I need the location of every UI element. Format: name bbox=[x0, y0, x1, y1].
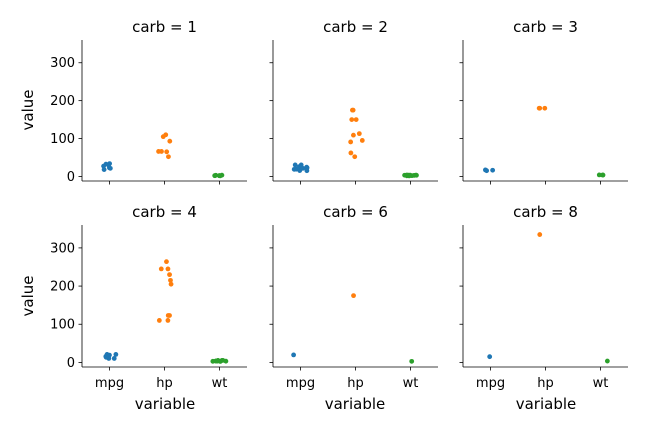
y-tick-label: 100 bbox=[50, 132, 75, 147]
wt-point bbox=[223, 358, 229, 364]
x-tick-label: wt bbox=[593, 376, 609, 391]
hp-point bbox=[351, 132, 356, 138]
x-axis-label-col-3: variable bbox=[516, 395, 577, 413]
y-tick-label: 300 bbox=[50, 56, 75, 71]
wt-point bbox=[409, 358, 415, 364]
y-tick-label: 0 bbox=[67, 170, 75, 185]
y-tick-label: 100 bbox=[50, 318, 75, 333]
hp-point bbox=[166, 154, 171, 160]
mpg-point bbox=[113, 352, 119, 357]
hp-point bbox=[349, 117, 355, 122]
wt-point bbox=[216, 173, 222, 179]
hp-point bbox=[537, 232, 543, 237]
mpg-point bbox=[292, 162, 298, 168]
hp-point bbox=[164, 149, 170, 155]
hp-point bbox=[348, 150, 354, 156]
x-tick-label: hp bbox=[156, 376, 173, 391]
hp-point bbox=[156, 149, 161, 154]
hp-point bbox=[167, 272, 172, 278]
mpg-point bbox=[107, 161, 112, 167]
hp-point bbox=[167, 313, 172, 318]
x-tick-label: wt bbox=[403, 376, 419, 391]
panel-title: carb = 8 bbox=[513, 203, 578, 221]
mpg-point bbox=[111, 356, 117, 361]
wt-point bbox=[600, 172, 605, 178]
hp-point bbox=[353, 117, 359, 122]
mpg-point bbox=[487, 354, 493, 360]
x-axis-label-col-2: variable bbox=[325, 395, 386, 413]
hp-point bbox=[351, 293, 356, 299]
panel-title: carb = 1 bbox=[132, 18, 197, 36]
hp-point bbox=[165, 318, 171, 323]
mpg-point bbox=[490, 167, 496, 173]
y-tick-label: 0 bbox=[67, 356, 75, 371]
wt-point bbox=[212, 173, 218, 179]
facet-panel: mpg hp wt carb = 6 bbox=[269, 203, 438, 391]
x-tick-label: hp bbox=[537, 376, 554, 391]
panel-title: carb = 6 bbox=[323, 203, 388, 221]
panel-title: carb = 2 bbox=[323, 18, 388, 36]
hp-point bbox=[348, 139, 354, 145]
hp-point bbox=[165, 266, 171, 272]
hp-point bbox=[542, 105, 548, 111]
hp-point bbox=[359, 138, 365, 143]
panel-title: carb = 3 bbox=[513, 18, 578, 36]
hp-point bbox=[164, 259, 169, 265]
hp-point bbox=[356, 131, 362, 137]
mpg-point bbox=[293, 166, 299, 172]
hp-point bbox=[350, 107, 356, 113]
mpg-point bbox=[300, 165, 306, 171]
facet-panel: 0 100 200 300 mpg hp wt carb = 4 bbox=[50, 203, 247, 391]
hp-point bbox=[168, 281, 174, 287]
hp-point bbox=[167, 138, 173, 144]
y-axis-label-row-2: value bbox=[19, 276, 37, 317]
hp-point bbox=[168, 277, 173, 283]
mpg-point bbox=[101, 163, 106, 169]
hp-point bbox=[536, 105, 542, 111]
panel-title: carb = 4 bbox=[132, 203, 197, 221]
mpg-point bbox=[291, 352, 296, 358]
facet-panel: carb = 3 bbox=[459, 18, 628, 185]
facet-panel: carb = 2 bbox=[269, 18, 438, 185]
hp-point bbox=[158, 266, 164, 272]
x-tick-label: wt bbox=[212, 376, 228, 391]
y-tick-label: 200 bbox=[50, 280, 75, 295]
wt-point bbox=[406, 173, 412, 179]
hp-point bbox=[160, 134, 166, 140]
x-axis-label-col-1: variable bbox=[135, 395, 196, 413]
x-tick-label: mpg bbox=[95, 376, 124, 391]
hp-point bbox=[156, 318, 162, 323]
mpg-point bbox=[103, 353, 109, 359]
mpg-point bbox=[484, 168, 490, 174]
facet-panel: mpg hp wt carb = 8 bbox=[459, 203, 628, 391]
wt-point bbox=[213, 358, 219, 364]
x-tick-label: mpg bbox=[476, 376, 505, 391]
y-tick-label: 300 bbox=[50, 241, 75, 256]
wt-point bbox=[604, 358, 610, 364]
x-tick-label: hp bbox=[347, 376, 364, 391]
x-tick-label: mpg bbox=[286, 376, 315, 391]
facet-panel: 0 100 200 300 carb = 1 bbox=[50, 18, 247, 185]
y-axis-label-row-1: value bbox=[19, 90, 37, 131]
wt-point bbox=[411, 173, 417, 178]
mpg-point bbox=[304, 168, 310, 174]
facet-grid: 0 100 200 300 carb = 1 carb = 2 carb = 3 0 100 20… bbox=[50, 18, 628, 391]
hp-point bbox=[352, 154, 358, 160]
y-tick-label: 200 bbox=[50, 94, 75, 109]
